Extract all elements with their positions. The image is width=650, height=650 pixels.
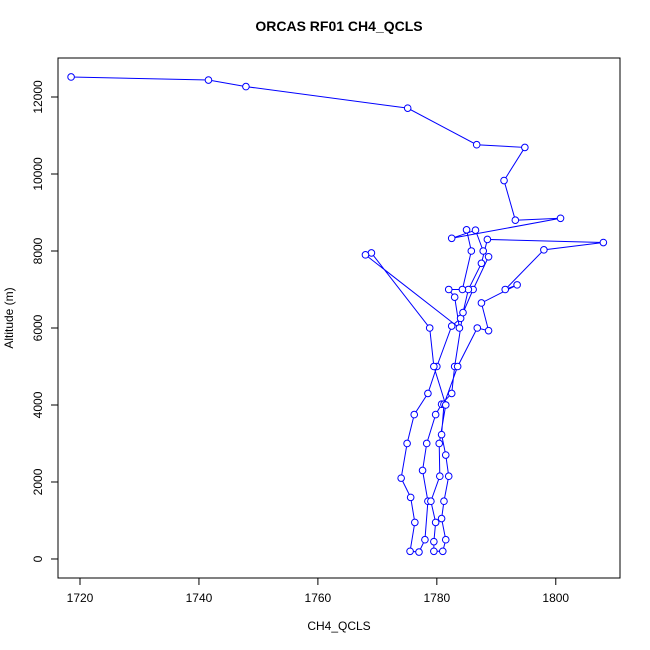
data-point (421, 535, 429, 544)
data-point (440, 497, 448, 506)
y-tick-label: 10000 (31, 157, 45, 191)
x-tick-label: 1720 (67, 591, 94, 605)
data-point (361, 251, 370, 259)
data-point (540, 246, 548, 254)
data-point (430, 547, 438, 556)
data-point (513, 281, 521, 289)
data-point (411, 518, 419, 527)
y-tick-label: 8000 (31, 237, 45, 264)
data-point (459, 308, 467, 317)
data-point (425, 324, 434, 332)
data-point (473, 324, 482, 332)
data-point (444, 285, 453, 294)
x-axis-label: CH4_QCLS (307, 619, 370, 633)
data-point (471, 226, 480, 235)
data-point (477, 259, 486, 268)
data-line (71, 76, 604, 553)
data-point (453, 362, 462, 371)
data-point (556, 214, 565, 223)
data-point (406, 547, 414, 556)
y-tick-label: 2000 (31, 468, 45, 495)
data-point (472, 140, 481, 149)
data-point (484, 326, 493, 335)
data-point (437, 430, 446, 439)
data-point (450, 293, 459, 301)
data-point (455, 324, 464, 332)
data-point (437, 514, 446, 523)
data-point (477, 299, 486, 307)
data-point (462, 226, 471, 234)
data-point (418, 466, 427, 475)
data-point (403, 439, 411, 448)
x-tick-label: 1760 (305, 591, 332, 605)
data-point (447, 389, 456, 398)
data-point (447, 234, 456, 243)
data-point (500, 176, 508, 185)
data-point (467, 247, 476, 255)
data-point (444, 472, 453, 481)
data-point (430, 537, 438, 546)
data-point (397, 474, 405, 482)
data-point (483, 235, 492, 244)
y-tick-label: 12000 (31, 80, 45, 114)
data-point (430, 362, 438, 371)
data-point (521, 143, 529, 152)
data-point (438, 547, 447, 556)
x-tick-label: 1740 (186, 591, 213, 605)
y-tick-label: 0 (31, 555, 45, 562)
data-point (435, 439, 444, 448)
data-point (204, 76, 213, 84)
data-point (599, 238, 608, 247)
data-point (501, 285, 510, 294)
data-point (422, 439, 431, 448)
x-tick-label: 1780 (423, 591, 450, 605)
x-tick-label: 1800 (542, 591, 569, 605)
y-axis-label: Altitude (m) (2, 287, 16, 348)
data-point (431, 518, 440, 527)
data-point (447, 322, 456, 330)
data-point (441, 401, 450, 409)
data-point (479, 247, 488, 255)
y-tick-label: 4000 (31, 391, 45, 418)
data-point (511, 216, 520, 224)
data-point (441, 535, 450, 544)
data-point (484, 252, 493, 261)
data-point (242, 82, 250, 91)
data-point (406, 493, 415, 502)
data-point (436, 472, 444, 481)
data-point (67, 73, 75, 81)
data-point (441, 451, 450, 459)
data-point (424, 389, 432, 398)
data-point (427, 497, 435, 506)
data-point (403, 104, 412, 112)
data-point (458, 285, 467, 294)
data-point (431, 410, 440, 419)
y-tick-label: 6000 (31, 314, 45, 341)
data-point (410, 410, 419, 419)
chart-title: ORCAS RF01 CH4_QCLS (255, 18, 422, 34)
data-point (415, 548, 423, 556)
